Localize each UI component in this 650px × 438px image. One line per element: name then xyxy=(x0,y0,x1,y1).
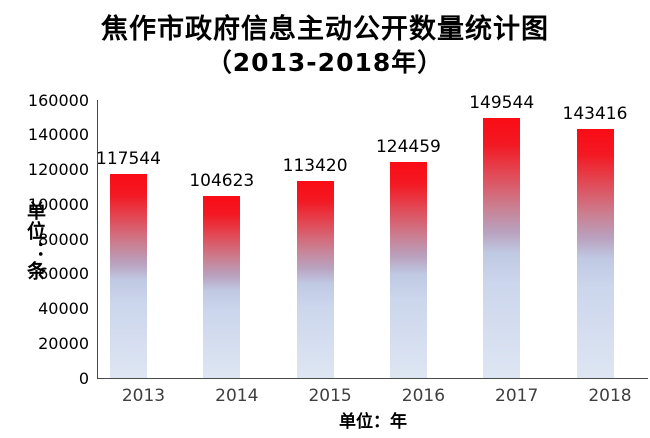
bar-2017 xyxy=(483,118,521,378)
y-axis-unit-label: 单位：条 xyxy=(24,201,46,281)
value-label-2014: 104623 xyxy=(189,171,255,192)
bar-2013 xyxy=(110,173,147,378)
x-tick-label-2014: 2014 xyxy=(215,386,259,406)
x-axis-line xyxy=(97,378,648,379)
value-label-2013: 117544 xyxy=(96,148,161,169)
chart-title: 焦作市政府信息主动公开数量统计图 xyxy=(101,14,549,45)
y-tick-label-100000: 100000 xyxy=(27,194,89,214)
y-axis-line xyxy=(97,100,98,378)
value-label-2017: 149544 xyxy=(469,93,535,114)
value-label-2018: 143416 xyxy=(562,103,628,124)
x-tick-label-2016: 2016 xyxy=(401,386,446,406)
x-tick-label-2018: 2018 xyxy=(588,386,632,406)
y-tick-label-160000: 160000 xyxy=(27,90,89,110)
y-tick-label-40000: 40000 xyxy=(38,299,89,318)
value-label-2015: 113420 xyxy=(282,155,348,176)
x-tick-label-2013: 2013 xyxy=(121,386,166,406)
y-tick-label-60000: 60000 xyxy=(38,264,89,284)
y-tick-label-140000: 140000 xyxy=(27,125,89,145)
y-tick-label-80000: 80000 xyxy=(38,229,89,249)
y-tick-label-120000: 120000 xyxy=(27,160,89,179)
x-tick-label-2017: 2017 xyxy=(495,386,539,406)
x-tick-label-2015: 2015 xyxy=(308,386,352,406)
y-tick-label-0: 0 xyxy=(78,368,89,388)
bar-2015 xyxy=(296,180,334,378)
y-tick-label-20000: 20000 xyxy=(38,333,89,353)
bar-2014 xyxy=(203,196,241,378)
chart-subtitle: （2013-2018年） xyxy=(206,48,444,77)
bar-2016 xyxy=(389,161,427,378)
bar-2018 xyxy=(576,128,614,378)
x-axis-unit-label: 单位：年 xyxy=(339,412,407,432)
value-label-2016: 124459 xyxy=(375,136,441,157)
